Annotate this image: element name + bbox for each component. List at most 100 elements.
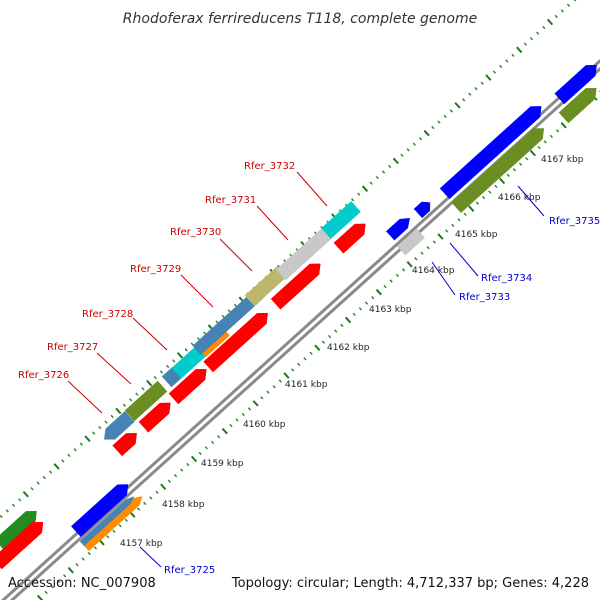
tick-mark <box>314 344 321 352</box>
tick-mark <box>344 316 352 324</box>
tick-mark <box>381 170 386 174</box>
tick-mark <box>468 205 475 212</box>
tick-mark <box>481 195 486 200</box>
tick-mark <box>227 309 231 313</box>
genome-summary-text: Topology: circular; Length: 4,712,337 bp… <box>231 576 589 591</box>
tick-mark <box>67 453 71 458</box>
tick-mark <box>73 448 77 452</box>
tick-mark <box>184 348 188 352</box>
tick-mark <box>155 490 159 495</box>
tick-mark <box>523 42 527 46</box>
tick-mark <box>361 185 369 192</box>
tick-label-4159: 4159 kbp <box>201 459 244 469</box>
tick-mark <box>554 14 558 19</box>
tick-mark <box>283 372 290 379</box>
tick-mark <box>22 490 29 498</box>
leader-line <box>132 317 168 351</box>
tick-mark <box>537 145 541 150</box>
tick-mark <box>30 486 34 491</box>
tick-mark <box>190 455 198 463</box>
tick-mark <box>401 268 406 272</box>
tick-mark <box>190 342 194 346</box>
tick-mark <box>5 509 9 513</box>
tick-mark <box>180 468 184 472</box>
tick-mark <box>247 407 252 411</box>
gene-rfer-3734a <box>413 201 431 219</box>
tick-mark <box>443 114 447 119</box>
gene-rfer-3727 <box>124 380 168 422</box>
tick-mark <box>42 475 46 480</box>
tick-mark <box>36 594 44 600</box>
tick-mark <box>555 129 560 133</box>
tick-mark <box>110 414 114 419</box>
tick-mark <box>153 375 157 380</box>
tick-mark <box>196 336 201 341</box>
gene-red-6 <box>333 223 366 254</box>
tick-mark <box>50 585 54 589</box>
tick-mark <box>518 162 523 166</box>
tick-mark <box>160 483 167 491</box>
tick-mark <box>221 314 225 319</box>
tick-mark <box>11 503 16 508</box>
tick-mark <box>437 120 441 124</box>
tick-mark <box>412 142 416 146</box>
tick-mark <box>203 331 207 335</box>
tick-mark <box>321 340 326 344</box>
tick-mark <box>172 359 176 363</box>
gene-red-1 <box>112 433 137 457</box>
gene-rfer-3726 <box>104 411 135 440</box>
tick-mark <box>61 459 65 463</box>
gene-features <box>0 64 597 570</box>
tick-labels: 4157 kbp 4158 kbp 4159 kbp 4160 kbp 4161… <box>120 155 584 549</box>
tick-mark <box>63 574 67 578</box>
tick-mark <box>451 223 455 228</box>
leader-line <box>219 238 253 272</box>
tick-mark <box>543 140 547 144</box>
tick-mark <box>297 362 301 367</box>
tick-mark <box>375 288 382 296</box>
tick-mark <box>75 562 79 567</box>
tick-label-4167: 4167 kbp <box>541 155 584 165</box>
tick-mark <box>566 3 571 8</box>
leader-line <box>256 205 289 241</box>
gene-rfer-3734 <box>396 228 426 256</box>
tick-mark <box>53 463 60 470</box>
tick-mark <box>98 425 102 430</box>
tick-mark <box>431 125 435 130</box>
gene-red-3 <box>168 368 207 405</box>
tick-mark <box>546 18 554 26</box>
gene-label-rfer-3731: Rfer_3731 <box>205 195 256 206</box>
tick-mark <box>81 557 85 561</box>
tick-label-4164: 4164 kbp <box>412 266 455 276</box>
tick-mark <box>389 279 393 283</box>
tick-mark <box>454 102 461 109</box>
tick-mark <box>129 398 133 402</box>
tick-mark <box>480 81 484 85</box>
gene-label-rfer-3729: Rfer_3729 <box>130 264 181 275</box>
gene-label-rfer-3727: Rfer_3727 <box>47 342 98 353</box>
gene-red-4 <box>203 312 268 373</box>
tick-label-4162: 4162 kbp <box>327 343 370 353</box>
tick-mark <box>414 257 418 261</box>
tick-mark <box>406 148 410 152</box>
tick-mark <box>529 149 536 157</box>
tick-mark <box>290 368 295 372</box>
tick-mark <box>167 479 172 483</box>
tick-mark <box>371 295 375 300</box>
tick-mark <box>173 473 178 478</box>
tick-mark <box>392 157 399 165</box>
tick-mark <box>432 240 436 244</box>
tick-label-4158: 4158 kbp <box>162 500 205 510</box>
tick-mark <box>118 524 122 528</box>
tick-mark <box>0 514 3 519</box>
tick-mark <box>112 529 116 533</box>
gene-steel-lower <box>79 496 135 547</box>
gene-label-rfer-3730: Rfer_3730 <box>170 227 221 238</box>
gene-label-rfer-3733: Rfer_3733 <box>459 292 510 303</box>
tick-mark <box>449 109 453 113</box>
tick-mark <box>511 53 515 58</box>
tick-mark <box>176 352 184 359</box>
tick-mark <box>141 386 145 391</box>
tick-mark <box>115 407 122 415</box>
gene-rfer-3731 <box>275 227 333 281</box>
